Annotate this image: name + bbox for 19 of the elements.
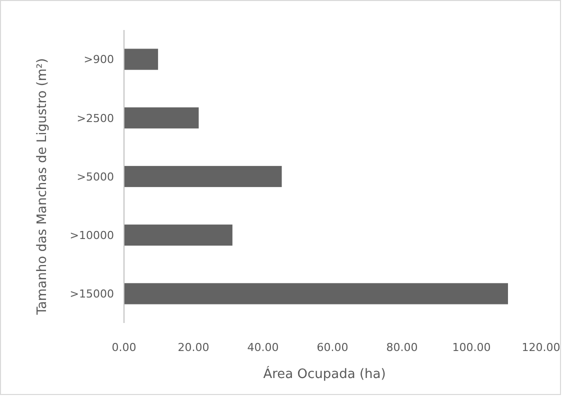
y-tick-label: >10000: [70, 228, 114, 242]
x-tick-label: 100.00: [452, 341, 491, 354]
x-tick-label: 60.00: [316, 341, 348, 354]
bar: [124, 224, 232, 246]
y-tick-label: >2500: [76, 112, 114, 125]
y-axis-title: Tamanho das Manchas de Ligustro (m²): [35, 58, 50, 316]
bar: [124, 283, 508, 304]
bar: [124, 107, 199, 128]
x-axis-title: Área Ocupada (ha): [263, 365, 386, 382]
y-tick-label: >900: [84, 53, 114, 66]
x-tick-label: 20.00: [178, 341, 210, 354]
x-tick-label: 40.00: [247, 341, 279, 354]
x-tick-label: 120.00: [522, 341, 560, 354]
x-tick-label: 0.00: [112, 341, 136, 354]
y-tick-label: >15000: [70, 288, 114, 301]
y-tick-label: >5000: [76, 170, 114, 184]
x-tick-label: 80.00: [386, 341, 418, 354]
bar: [124, 48, 158, 70]
bar: [124, 166, 282, 188]
